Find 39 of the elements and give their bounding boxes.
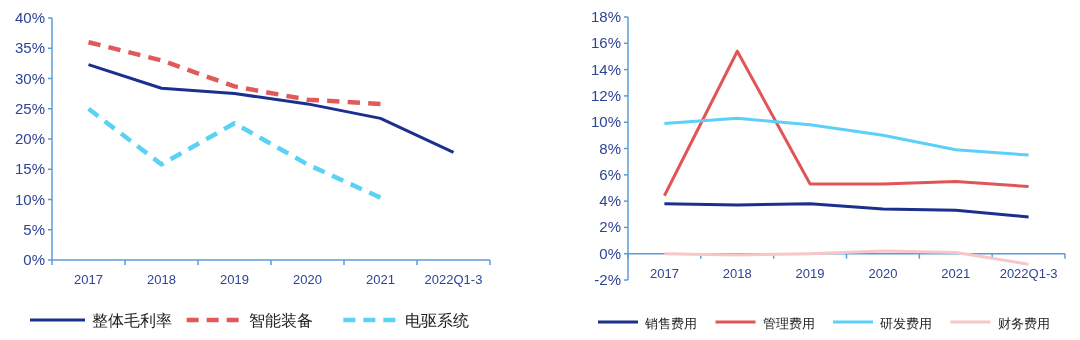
x-tick-label: 2018 [147,272,176,287]
legend-label: 销售费用 [644,316,697,331]
y-tick-label: 18% [590,8,621,25]
y-tick-label: 0% [599,244,621,262]
y-tick-label: 14% [590,60,621,78]
x-tick-label: 2017 [649,265,679,281]
legend-label: 智能装备 [248,312,313,329]
legend-label: 研发费用 [880,316,932,331]
y-tick-label: 15% [14,160,45,178]
x-tick-label: 2018 [722,265,752,281]
x-tick-label: 2022Q1-3 [424,272,483,287]
y-tick-label: 8% [599,139,621,157]
x-tick-label: 2020 [868,265,898,281]
x-tick-label: 2022Q1-3 [999,265,1058,281]
y-tick-label: 2% [599,218,621,236]
legend-label: 电驱系统 [405,312,470,329]
y-tick-label: 12% [590,86,621,104]
legend-label: 整体毛利率 [92,312,172,329]
y-tick-label: 16% [590,34,621,52]
y-tick-label: 25% [14,99,45,117]
y-tick-label: 10% [14,190,45,208]
y-tick-label: 20% [14,130,45,147]
x-tick-label: 2021 [366,272,395,287]
y-tick-label: -2% [594,271,621,288]
y-tick-label: 30% [14,69,45,87]
y-tick-label: 4% [599,192,621,210]
y-tick-label: 6% [599,165,621,183]
x-tick-label: 2017 [74,272,103,287]
x-tick-label: 2019 [220,272,249,287]
x-tick-label: 2021 [941,265,971,281]
legend-label: 财务费用 [997,316,1050,331]
y-tick-label: 5% [23,220,45,238]
x-tick-label: 2019 [795,265,825,281]
x-tick-label: 2020 [293,272,322,287]
y-tick-label: 40% [14,9,45,26]
y-tick-label: 10% [590,113,621,131]
y-tick-label: 0% [23,251,45,268]
y-tick-label: 35% [14,39,45,57]
legend-label: 管理费用 [762,316,815,331]
